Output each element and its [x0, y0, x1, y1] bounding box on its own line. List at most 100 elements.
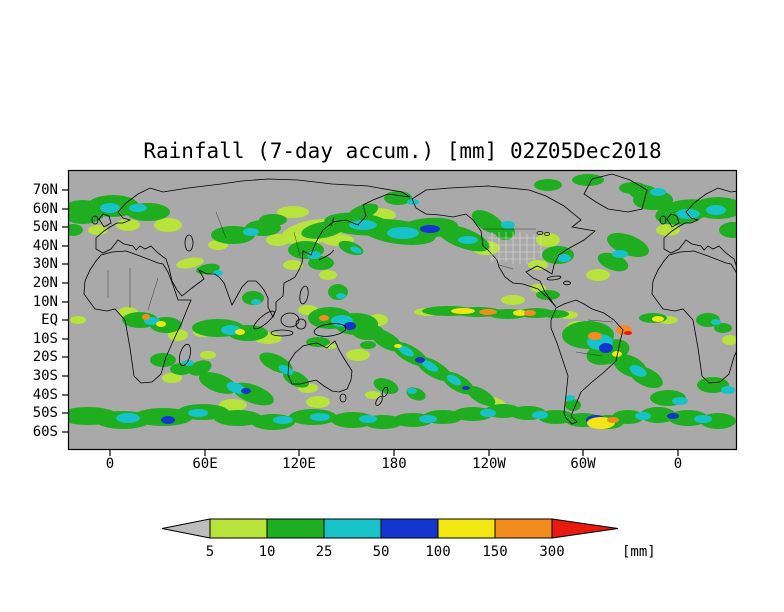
rain-patch [536, 233, 560, 247]
lat-tick-label: 40S [32, 387, 58, 403]
lat-tick-label: 50S [32, 405, 58, 421]
rain-patch [479, 309, 497, 315]
lat-tick-label: 60S [32, 424, 58, 440]
rain-patch [306, 396, 330, 408]
south-america-coastline [550, 299, 624, 425]
rain-patch [588, 332, 602, 340]
rain-patch [176, 257, 204, 269]
rain-patch [640, 407, 676, 423]
world-rainfall-map [62, 169, 738, 456]
plot-title: Rainfall (7-day accum.) [mm] 02Z05Dec201… [143, 139, 662, 163]
rain-patch [307, 251, 321, 259]
rain-patch [200, 351, 216, 359]
colorbar-segment [323, 518, 382, 539]
rain-patch [721, 386, 735, 394]
rain-patch [612, 351, 622, 357]
rain-patch [656, 224, 680, 236]
rain-patch [150, 353, 176, 367]
lon-tick-label: 180 [381, 456, 407, 472]
longitude-axis-labels: 0 60E 120E 180 120W 60W 0 [68, 0, 737, 612]
rain-patch [607, 417, 619, 423]
colorbar-above-arrow [551, 518, 619, 539]
colorbar-tick-label: 300 [539, 544, 564, 560]
rain-patch [397, 345, 415, 357]
rain-patch [219, 399, 247, 411]
rain-patch [534, 179, 562, 191]
rain-patch [235, 329, 245, 335]
rain-patch [446, 374, 462, 386]
rain-patch [336, 293, 346, 299]
rain-patch [68, 224, 83, 236]
lon-tick-label: 0 [105, 456, 115, 472]
rain-patch [415, 357, 425, 363]
north-america-coastline [411, 185, 596, 308]
rain-patch [557, 254, 571, 262]
rain-patch [599, 343, 613, 353]
rain-patch [719, 222, 737, 238]
rain-patch [501, 221, 515, 229]
rain-patch [532, 411, 548, 419]
rain-patch [188, 360, 212, 376]
colorbar-tick-label: 10 [259, 544, 276, 560]
lat-tick-label: 50N [32, 219, 58, 235]
rain-patch [162, 373, 182, 383]
colorbar-tick-label: 150 [482, 544, 507, 560]
rain-patch [480, 409, 496, 417]
rain-patch [188, 409, 208, 417]
rain-patch [360, 341, 376, 349]
rain-patch [241, 388, 251, 394]
rain-patch [365, 391, 381, 399]
rain-patch [612, 410, 644, 424]
colorbar-segment [266, 518, 325, 539]
rain-patch [565, 395, 575, 401]
lat-tick-label: 20N [32, 275, 58, 291]
cuba-coastline [546, 275, 562, 281]
colorbar-unit-label: [mm] [622, 544, 656, 560]
colorbar-tick-label: 25 [316, 544, 333, 560]
hispaniola-coastline [563, 280, 571, 286]
japan-coastline [318, 249, 335, 261]
rain-patch [154, 218, 182, 232]
lon-tick-label: 0 [673, 456, 683, 472]
colorbar-segment [437, 518, 496, 539]
rain-patch [70, 316, 86, 324]
rain-patch [100, 203, 120, 213]
rain-patch [273, 416, 293, 424]
lat-tick-label: EQ [41, 312, 58, 328]
rain-patch [116, 219, 140, 231]
africa-coastline [83, 250, 192, 384]
rain-patch [541, 310, 569, 318]
rain-patch [116, 413, 140, 423]
lon-tick-label: 120W [472, 456, 506, 472]
rain-patch [278, 365, 294, 375]
lat-tick-label: 70N [32, 182, 58, 198]
lat-tick-label: 30N [32, 256, 58, 272]
lat-tick-label: 60N [32, 201, 58, 217]
rain-patch [513, 310, 527, 316]
rainfall-shading-layer [68, 174, 737, 430]
rain-patch [524, 310, 536, 316]
rain-patch [706, 205, 726, 215]
axis-tick-marks [62, 189, 679, 456]
rain-patch [419, 415, 437, 423]
rain-patch [266, 234, 290, 246]
colorbar-segment [209, 518, 268, 539]
rain-patch [88, 225, 108, 235]
rain-patch [306, 337, 330, 347]
rain-patch [471, 210, 505, 234]
rain-patch [156, 321, 166, 327]
rain-patch [407, 388, 417, 394]
rain-patch [277, 206, 309, 218]
rain-patch [350, 246, 362, 254]
rain-patch [714, 323, 732, 333]
map-frame [67, 169, 738, 451]
rain-patch [528, 260, 548, 270]
madagascar-coastline [178, 343, 192, 367]
rain-patch [319, 315, 329, 321]
rain-patch [672, 397, 688, 405]
rain-patch [359, 415, 377, 423]
colorbar-legend: 5 10 25 50 100 150 300 [mm] [161, 518, 656, 560]
rain-patch [420, 225, 440, 233]
colorbar-tick-label: 5 [206, 544, 214, 560]
sulawesi-coastline [295, 318, 307, 330]
